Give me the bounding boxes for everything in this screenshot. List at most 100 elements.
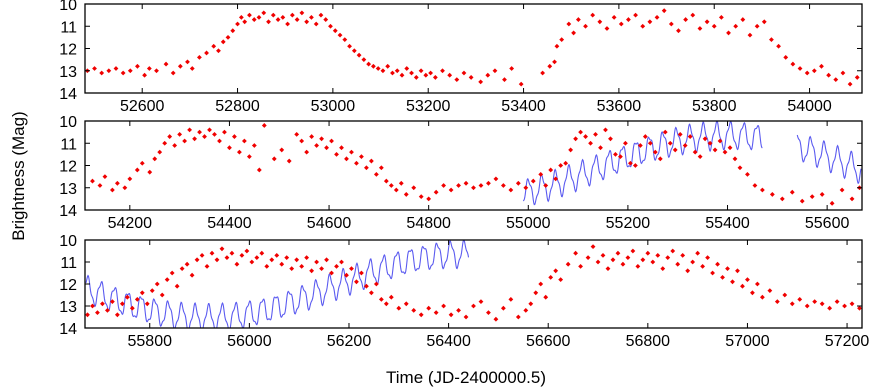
observation-point [745,277,750,282]
observation-point [261,10,267,16]
observation-point [782,292,788,298]
observation-point [388,183,394,188]
observation-point [548,167,554,173]
observation-point [349,149,354,155]
observation-point [677,131,683,137]
observation-point [754,23,760,29]
observation-point [90,303,95,309]
observation-point [428,70,433,76]
observation-point [152,156,158,162]
observation-point [538,172,544,177]
observation-point [127,68,133,74]
observation-point [839,187,845,193]
observation-point [627,160,633,166]
x-tick-label: 56000 [227,333,272,350]
observation-point [548,275,554,280]
observation-point [854,75,860,80]
observation-point [715,261,720,267]
observation-point [700,264,706,269]
observation-point [109,299,115,304]
y-tick-label: 11 [60,255,77,272]
observation-point [502,77,507,83]
observation-point [642,134,648,139]
observation-point [471,303,476,309]
observation-point [299,10,305,16]
observation-point [390,70,395,76]
observation-point [90,178,95,184]
observation-point [234,261,240,267]
x-tick-label: 55400 [705,215,750,232]
observation-point [224,255,230,260]
observation-point [182,138,188,144]
observation-point [747,32,753,38]
observation-point [441,183,447,188]
observation-point [299,264,305,269]
observation-point [163,61,169,67]
observation-point [114,180,120,186]
x-tick-label: 56800 [626,333,671,350]
observation-point [448,312,454,318]
observation-point [493,176,499,182]
observation-point [492,68,498,74]
observation-point [610,257,616,263]
observation-point [600,253,606,258]
observation-point [804,303,810,309]
observation-point [246,154,252,159]
observation-point [702,136,708,142]
observation-point [154,68,159,74]
observation-point [613,151,618,157]
observation-point [192,136,197,142]
observation-point [440,68,445,74]
observation-point [667,140,673,146]
observation-point [142,72,147,78]
observation-point [329,270,334,276]
observation-point [588,140,593,146]
observation-point [509,66,515,71]
observation-point [324,257,329,263]
x-tick-label: 56200 [327,333,372,350]
observation-point [530,178,536,184]
observation-point [732,156,738,162]
observation-point [750,290,755,296]
observation-point [361,57,367,63]
observation-point [418,194,424,200]
observation-point [423,72,429,78]
observation-point [640,23,646,29]
observation-point [270,12,276,18]
y-tick-label: 11 [60,136,77,153]
observation-point [726,30,731,36]
observation-point [202,134,207,139]
observation-point [426,305,432,311]
observation-point [448,187,454,193]
observation-point [552,59,557,65]
y-tick-label: 10 [59,233,77,250]
x-tick-label: 57000 [725,333,770,350]
panel-1: 10 11 12 13 14 52600 52800 53000 53200 53400 53600… [59,0,863,115]
observation-point [595,259,601,265]
observation-point [113,66,119,71]
plot-area [85,8,860,87]
observation-point [383,301,389,307]
x-tick-label: 53600 [597,98,642,115]
panel-frame [84,239,863,329]
observation-point [197,129,202,135]
observation-point [323,17,329,22]
observation-point [197,55,202,60]
observation-point [779,196,785,202]
x-tick-label: 55800 [128,333,173,350]
observation-point [106,68,112,74]
observation-point [558,163,564,168]
observation-point [454,77,460,83]
observation-point [461,70,467,76]
observation-point [657,156,663,162]
observation-point [463,314,469,320]
observation-point [630,248,636,254]
observation-point [309,268,315,274]
observation-point [280,14,286,20]
observation-point [799,198,805,204]
observation-point [603,127,608,133]
x-tick-label: 54800 [406,215,451,232]
x-tick-label: 54000 [787,98,832,115]
observation-point [370,63,376,69]
